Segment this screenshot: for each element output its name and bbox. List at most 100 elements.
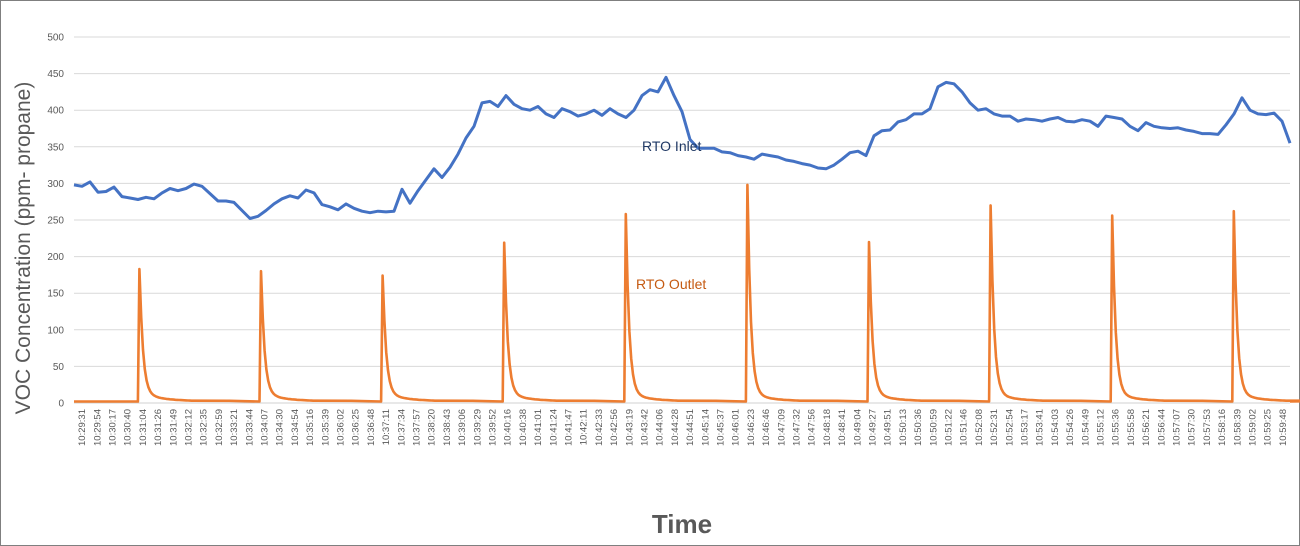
x-tick-label: 10:42:56 bbox=[609, 409, 620, 446]
x-tick-label: 10:41:24 bbox=[548, 409, 559, 446]
annotation-rto-inlet: RTO Inlet bbox=[642, 138, 702, 154]
x-tick-label: 10:54:03 bbox=[1050, 409, 1061, 446]
x-tick-label: 10:40:16 bbox=[503, 409, 514, 446]
x-tick-label: 10:54:49 bbox=[1080, 409, 1091, 446]
x-tick-label: 10:57:53 bbox=[1202, 409, 1213, 446]
x-tick-label: 10:50:13 bbox=[898, 409, 909, 446]
x-tick-label: 10:34:30 bbox=[275, 409, 286, 446]
x-tick-label: 10:34:54 bbox=[290, 409, 301, 446]
y-tick-label: 50 bbox=[53, 362, 65, 373]
x-tick-label: 10:49:04 bbox=[852, 409, 863, 446]
x-tick-label: 10:59:25 bbox=[1263, 409, 1274, 446]
x-tick-label: 10:47:32 bbox=[792, 409, 803, 446]
x-tick-label: 10:55:36 bbox=[1111, 409, 1122, 446]
x-tick-label: 10:43:19 bbox=[624, 409, 635, 446]
y-tick-label: 150 bbox=[47, 289, 64, 300]
x-tick-label: 10:37:34 bbox=[396, 409, 407, 446]
x-tick-label: 10:39:52 bbox=[488, 409, 499, 446]
x-tick-label: 10:58:39 bbox=[1232, 409, 1243, 446]
x-tick-label: 10:58:16 bbox=[1217, 409, 1228, 446]
x-tick-label: 10:39:29 bbox=[472, 409, 483, 446]
x-tick-label: 10:35:16 bbox=[305, 409, 316, 446]
x-tick-label: 10:31:04 bbox=[138, 409, 149, 446]
x-tick-label: 10:34:07 bbox=[260, 409, 271, 446]
x-tick-label: 10:43:42 bbox=[640, 409, 651, 446]
x-tick-label: 10:49:51 bbox=[883, 409, 894, 446]
x-tick-label: 10:54:26 bbox=[1065, 409, 1076, 446]
x-tick-label: 10:38:43 bbox=[442, 409, 453, 446]
x-tick-label: 10:59:02 bbox=[1248, 409, 1259, 446]
x-tick-label: 10:39:06 bbox=[457, 409, 468, 446]
x-tick-label: 10:45:37 bbox=[716, 409, 727, 446]
x-tick-label: 10:47:09 bbox=[776, 409, 787, 446]
x-tick-label: 10:51:46 bbox=[959, 409, 970, 446]
series-rto-outlet-line bbox=[74, 183, 1300, 403]
x-tick-label: 10:40:38 bbox=[518, 409, 529, 446]
x-axis-ticks: 10:29:31 10:29:54 10:30:17 10:30:40 10:31:04… bbox=[77, 409, 1289, 446]
x-tick-label: 10:51:22 bbox=[944, 409, 955, 446]
x-tick-label: 10:33:21 bbox=[229, 409, 240, 446]
x-tick-label: 10:52:54 bbox=[1004, 409, 1015, 446]
x-tick-label: 10:48:41 bbox=[837, 409, 848, 446]
y-tick-label: 0 bbox=[58, 399, 64, 410]
x-tick-label: 10:41:01 bbox=[533, 409, 544, 446]
x-tick-label: 10:53:41 bbox=[1035, 409, 1046, 446]
series-rto-inlet-line bbox=[73, 75, 1292, 220]
x-tick-label: 10:56:21 bbox=[1141, 409, 1152, 446]
x-tick-label: 10:32:59 bbox=[214, 409, 225, 446]
x-tick-label: 10:36:02 bbox=[336, 409, 347, 446]
x-tick-label: 10:57:07 bbox=[1172, 409, 1183, 446]
x-tick-label: 10:56:44 bbox=[1156, 409, 1167, 446]
x-tick-label: 10:50:36 bbox=[913, 409, 924, 446]
y-tick-label: 500 bbox=[47, 33, 64, 44]
x-tick-label: 10:31:49 bbox=[168, 409, 179, 446]
x-tick-label: 10:50:59 bbox=[928, 409, 939, 446]
x-tick-label: 10:52:31 bbox=[989, 409, 1000, 446]
x-tick-label: 10:32:35 bbox=[199, 409, 210, 446]
x-tick-label: 10:41:47 bbox=[564, 409, 575, 446]
x-tick-label: 10:30:40 bbox=[123, 409, 134, 446]
x-tick-label: 10:48:18 bbox=[822, 409, 833, 446]
x-tick-label: 10:37:57 bbox=[412, 409, 423, 446]
y-tick-label: 200 bbox=[47, 252, 64, 263]
y-tick-label: 250 bbox=[47, 216, 64, 227]
x-tick-label: 10:55:12 bbox=[1096, 409, 1107, 446]
x-tick-label: 10:37:11 bbox=[381, 409, 392, 445]
x-tick-label: 10:42:33 bbox=[594, 409, 605, 446]
x-tick-label: 10:44:06 bbox=[655, 409, 666, 446]
x-tick-label: 10:32:12 bbox=[184, 409, 195, 446]
x-tick-label: 10:46:46 bbox=[761, 409, 772, 446]
x-tick-label: 10:36:48 bbox=[366, 409, 377, 446]
x-tick-label: 10:29:31 bbox=[77, 409, 88, 446]
x-tick-label: 10:44:51 bbox=[685, 409, 696, 446]
x-tick-label: 10:59:48 bbox=[1278, 409, 1289, 446]
x-tick-label: 10:47:56 bbox=[807, 409, 818, 446]
x-tick-label: 10:31:26 bbox=[153, 409, 164, 446]
x-tick-label: 10:42:11 bbox=[579, 409, 590, 445]
y-tick-label: 100 bbox=[47, 325, 64, 336]
gridlines bbox=[74, 36, 1290, 404]
x-tick-label: 10:49:27 bbox=[868, 409, 879, 446]
y-tick-label: 300 bbox=[47, 179, 64, 190]
y-axis-ticks: 0 50 100 150 200 250 300 350 400 450 500 bbox=[47, 33, 64, 410]
y-axis-title: VOC Concentration (ppm- propane) bbox=[12, 82, 35, 415]
x-tick-label: 10:35:39 bbox=[320, 409, 331, 446]
x-tick-label: 10:44:28 bbox=[670, 409, 681, 446]
x-tick-label: 10:36:25 bbox=[351, 409, 362, 446]
x-tick-label: 10:46:01 bbox=[731, 409, 742, 446]
x-tick-label: 10:29:54 bbox=[92, 409, 103, 446]
y-tick-label: 400 bbox=[47, 106, 64, 117]
x-tick-label: 10:46:23 bbox=[746, 409, 757, 446]
annotation-rto-outlet: RTO Outlet bbox=[636, 276, 706, 292]
y-tick-label: 350 bbox=[47, 142, 64, 153]
x-tick-label: 10:55:58 bbox=[1126, 409, 1137, 446]
x-tick-label: 10:38:20 bbox=[427, 409, 438, 446]
y-tick-label: 450 bbox=[47, 69, 64, 80]
x-axis-title: Time bbox=[652, 509, 712, 539]
x-tick-label: 10:33:44 bbox=[244, 409, 255, 446]
x-tick-label: 10:57:30 bbox=[1187, 409, 1198, 446]
x-tick-label: 10:52:08 bbox=[974, 409, 985, 446]
x-tick-label: 10:53:17 bbox=[1020, 409, 1031, 446]
x-tick-label: 10:45:14 bbox=[700, 409, 711, 446]
